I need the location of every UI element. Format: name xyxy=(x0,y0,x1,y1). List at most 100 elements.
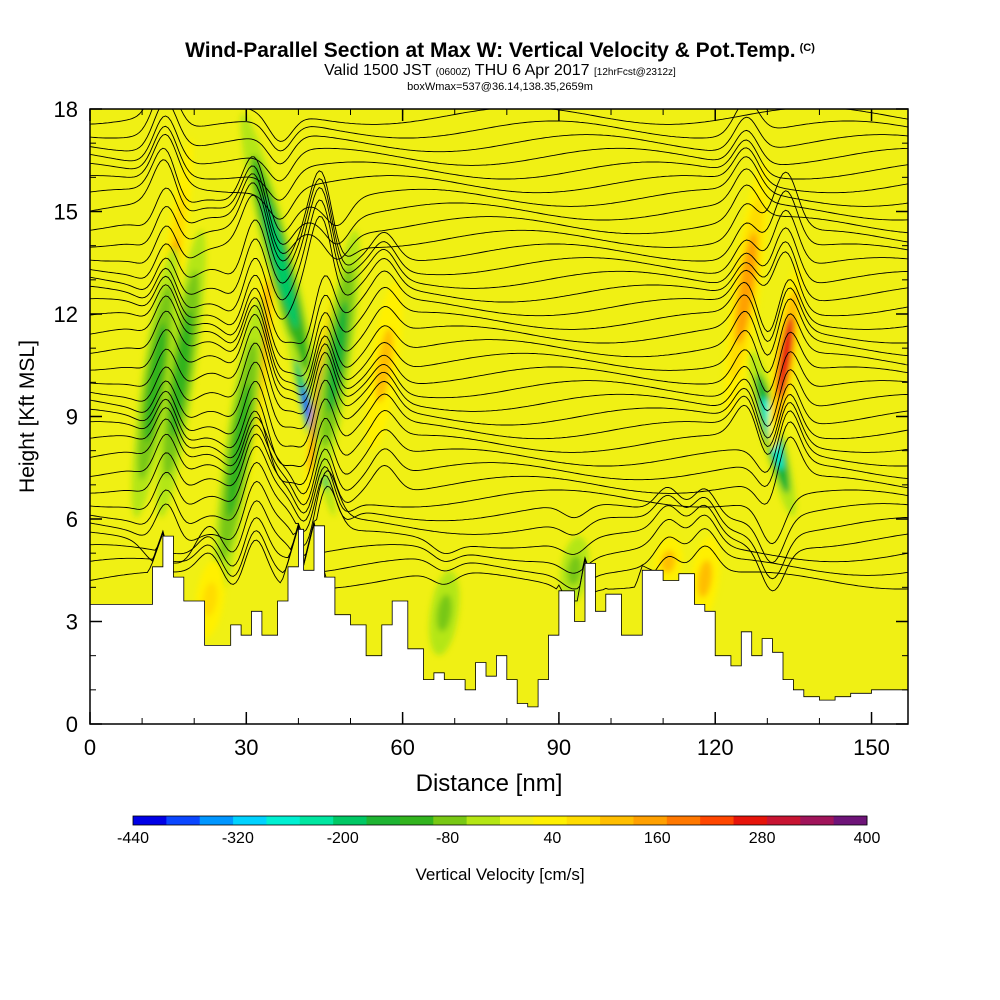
colorbar-swatch xyxy=(466,816,501,825)
theta-contour xyxy=(90,461,908,564)
theta-contour xyxy=(90,379,908,448)
colorbar-tick-label: 280 xyxy=(749,830,776,847)
colorbar-tick-label: -440 xyxy=(117,830,149,847)
colorbar-swatch xyxy=(633,816,668,825)
colorbar-swatch xyxy=(666,816,701,825)
theta-contour xyxy=(90,470,908,580)
y-tick-label: 0 xyxy=(66,712,78,737)
y-axis-label: Height [Kft MSL] xyxy=(16,340,39,493)
zulu-time: (0600Z) xyxy=(435,67,471,78)
theta-contour xyxy=(90,187,908,284)
y-tick-label: 18 xyxy=(54,97,78,122)
x-tick-label: 90 xyxy=(547,735,571,760)
plot-area xyxy=(90,109,908,724)
theta-contour xyxy=(90,251,908,344)
colorbar-swatch xyxy=(366,816,401,825)
chart-subtitle: Valid 1500 JST (0600Z) THU 6 Apr 2017 [1… xyxy=(324,62,676,79)
colorbar-tick-label: 40 xyxy=(544,830,562,847)
colorbar-swatch xyxy=(133,816,167,825)
theta-contour xyxy=(90,402,908,485)
colorbar-swatch xyxy=(800,816,835,825)
colorbar-swatch xyxy=(299,816,334,825)
theta-contour xyxy=(90,159,908,245)
theta-contour xyxy=(90,433,908,514)
theta-contour xyxy=(90,522,908,590)
colorbar-swatch xyxy=(399,816,434,825)
theta-contour xyxy=(90,287,908,377)
colorbar-swatch xyxy=(333,816,368,825)
theta-contour xyxy=(90,178,908,271)
theta-contour xyxy=(90,361,908,430)
theta-contour xyxy=(90,199,908,301)
velocity-cell xyxy=(436,594,452,632)
colorbar-tick-label: -200 xyxy=(327,830,359,847)
theta-contour xyxy=(90,342,908,415)
theta-contour xyxy=(90,115,908,182)
colorbar-swatch xyxy=(533,816,568,825)
y-tick-label: 9 xyxy=(66,405,78,430)
y-tick-label: 3 xyxy=(66,610,78,635)
colorbar-swatch xyxy=(433,816,468,825)
box-wmax-info: boxWmax=537@36.14,138.35,2659m xyxy=(407,81,593,93)
theta-contour xyxy=(90,133,908,220)
copyright-mark: (C) xyxy=(799,42,815,54)
theta-contour xyxy=(90,445,908,545)
colorbar-swatch xyxy=(166,816,201,825)
x-tick-label: 120 xyxy=(697,735,734,760)
velocity-cell xyxy=(697,560,713,598)
colorbar-label: Vertical Velocity [cm/s] xyxy=(415,865,584,884)
x-tick-label: 60 xyxy=(390,735,414,760)
colorbar-tick-label: -80 xyxy=(436,830,459,847)
theta-contour xyxy=(90,215,908,320)
theta-contour xyxy=(90,421,908,506)
colorbar-swatch xyxy=(600,816,634,825)
y-tick-label: 15 xyxy=(54,200,78,225)
theta-contour xyxy=(90,326,908,404)
x-tick-label: 30 xyxy=(234,735,258,760)
theta-contour xyxy=(90,313,908,396)
y-tick-label: 12 xyxy=(54,302,78,327)
velocity-cell xyxy=(567,555,582,586)
theta-contour xyxy=(90,410,908,495)
theta-contour xyxy=(90,109,908,152)
colorbar-swatch xyxy=(233,816,267,825)
colorbar-swatch xyxy=(766,816,801,825)
theta-contour xyxy=(90,109,908,142)
velocity-cell xyxy=(202,582,218,617)
theta-contour xyxy=(90,109,908,165)
theta-contour xyxy=(90,523,908,602)
theta-contour xyxy=(90,514,908,574)
velocity-cell xyxy=(736,232,757,345)
colorbar-swatch xyxy=(833,816,868,825)
colorbar-swatch xyxy=(500,816,534,825)
theta-contour xyxy=(90,393,908,467)
forecast-info: [12hrFcst@2312z] xyxy=(593,67,676,78)
colorbar-swatch xyxy=(266,816,301,825)
colorbar: -440 -320 -200 -80 40 160 280 400 Vertical Veloc… xyxy=(117,815,881,884)
colorbar-frame xyxy=(132,815,868,826)
theta-contours xyxy=(90,109,908,602)
colorbar-swatch xyxy=(566,816,601,825)
theta-contour xyxy=(90,279,908,362)
colorbar-tick-label: 160 xyxy=(644,830,671,847)
chart-title: Wind-Parallel Section at Max W: Vertical… xyxy=(185,39,815,62)
colorbar-tick-label: 400 xyxy=(854,830,881,847)
velocity-cell xyxy=(327,300,348,413)
theta-contour xyxy=(90,125,908,201)
colorbar-tick-label: -320 xyxy=(222,830,254,847)
x-axis-label: Distance [nm] xyxy=(416,770,563,797)
x-tick-label: 0 xyxy=(84,735,96,760)
x-tick-label: 150 xyxy=(853,735,890,760)
theta-contour xyxy=(90,173,908,260)
y-tick-label: 6 xyxy=(66,507,78,532)
velocity-cell xyxy=(144,322,166,442)
theta-contour xyxy=(90,147,908,233)
axes: 0 30 60 90 120 150 0 3 6 9 12 15 18 Distance [nm] Heig… xyxy=(16,97,909,797)
chart-header: Wind-Parallel Section at Max W: Vertical… xyxy=(0,36,1000,93)
theta-contour xyxy=(90,298,908,388)
velocity-cell xyxy=(661,550,676,573)
terrain xyxy=(90,525,908,724)
velocity-cell xyxy=(375,328,394,403)
colorbar-swatch xyxy=(700,816,735,825)
